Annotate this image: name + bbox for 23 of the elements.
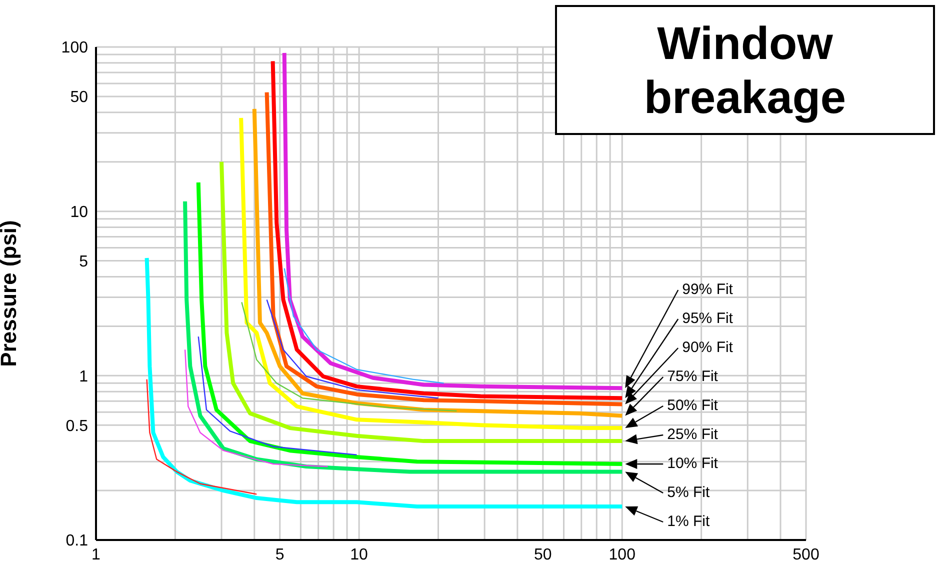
text: 99% Fit [682,280,734,298]
x-tick-label: 10 [350,546,368,564]
y-tick-label: 1 [79,368,88,386]
x-tick-label: 5 [275,546,284,564]
text: 10% Fit [667,454,719,472]
y-tick-label: 0.1 [66,532,88,550]
y-axis-title: Pressure (psi) [0,220,21,367]
text: 25% Fit [667,426,719,443]
x-tick-label: 100 [608,546,636,564]
y-tick-label: 0.5 [66,418,88,435]
text: 75% Fit [667,368,719,385]
x-tick-label: 500 [792,546,820,564]
text: 1% Fit [667,512,710,530]
x-tick-label: 1 [92,546,101,564]
y-tick-label: 5 [79,253,88,270]
x-tick-label: 50 [534,546,552,564]
y-tick-label: 100 [61,40,88,57]
y-tick-label: 50 [70,89,88,106]
text: 90% Fit [682,338,734,356]
text: 95% Fit [682,310,734,327]
y-tick-label: 10 [70,204,88,222]
text: 50% Fit [667,396,719,414]
text: 5% Fit [667,484,710,501]
